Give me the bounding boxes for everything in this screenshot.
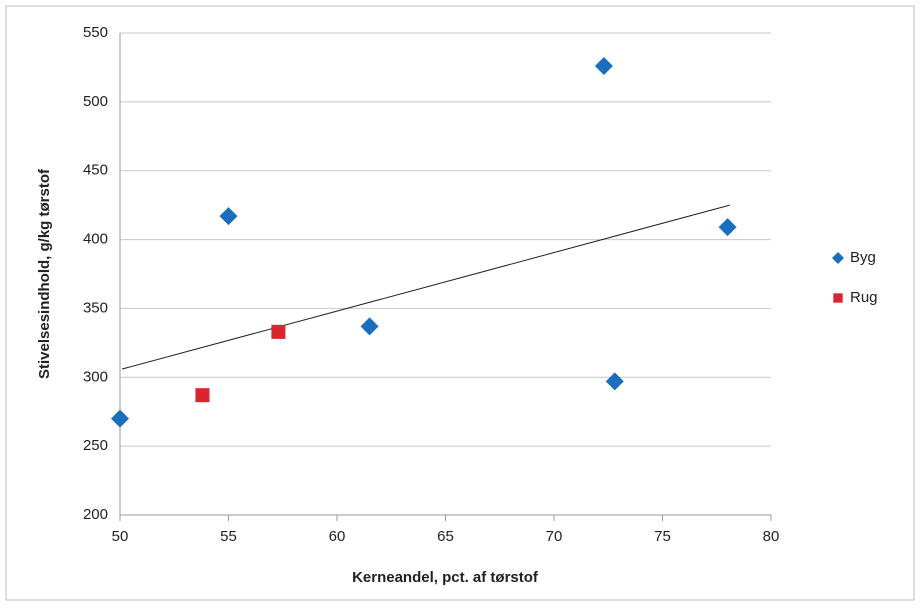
y-tick-label: 550 [83,24,108,41]
point [195,388,210,403]
y-tick-label: 350 [83,299,108,316]
trendline [122,204,730,370]
legend-marker [833,293,843,303]
x-tick-label: 50 [112,528,129,545]
x-tick-label: 65 [437,528,454,545]
y-tick-label: 400 [83,231,108,248]
x-axis-title: Kerneandel, pct. af tørstof [352,569,539,586]
x-tick-label: 70 [546,528,563,545]
y-tick-label: 300 [83,368,108,385]
legend-label: Byg [850,249,876,266]
point [111,409,129,428]
y-axis-title: Stivelsesindhold, g/kg tørstof [36,168,53,379]
x-tick-label: 80 [763,528,780,545]
point [219,207,238,226]
point [360,317,379,336]
legend-marker [832,252,844,264]
point [718,218,737,237]
chart-frame [5,5,915,601]
x-tick-label: 75 [654,528,671,545]
x-tick-label: 55 [220,528,237,545]
legend-label: Rug [850,289,878,306]
x-tick-label: 60 [329,528,346,545]
point [271,324,286,339]
point [605,372,624,391]
y-tick-label: 200 [83,506,108,523]
point [594,57,613,76]
y-tick-label: 500 [83,93,108,110]
y-tick-label: 250 [83,437,108,454]
y-tick-label: 450 [83,162,108,179]
